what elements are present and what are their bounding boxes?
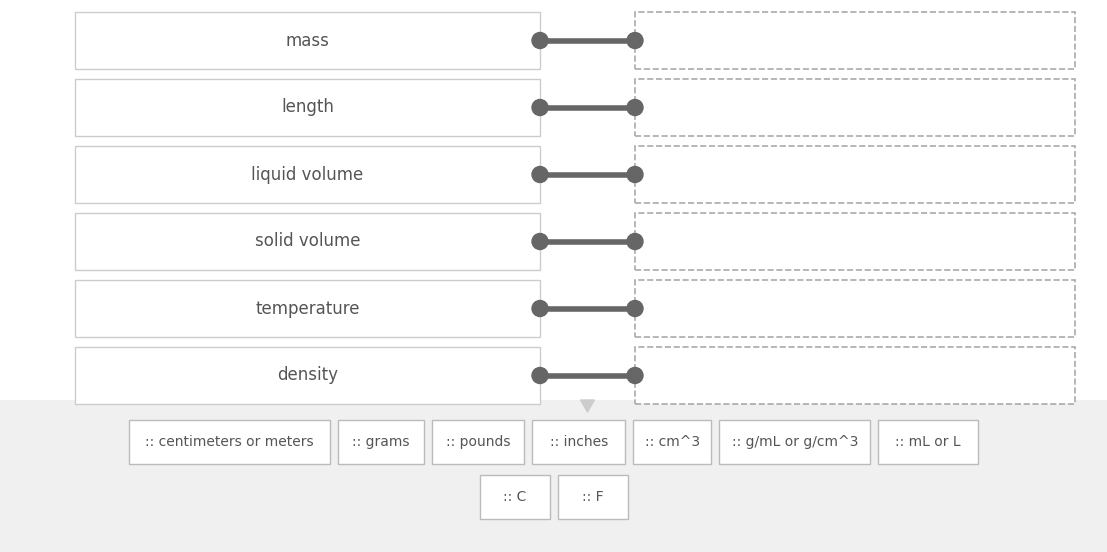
Bar: [75, 12, 540, 69]
Bar: [878, 420, 977, 464]
Text: :: C: :: C: [503, 490, 526, 504]
Bar: [75, 79, 540, 136]
Bar: [635, 146, 1075, 203]
Text: mass: mass: [286, 31, 330, 50]
Bar: [338, 420, 424, 464]
Text: density: density: [277, 367, 338, 385]
Text: liquid volume: liquid volume: [251, 166, 363, 183]
Bar: [479, 475, 549, 519]
Text: length: length: [281, 98, 334, 116]
Text: temperature: temperature: [256, 300, 360, 317]
Text: :: mL or L: :: mL or L: [896, 435, 961, 449]
Bar: [432, 420, 525, 464]
Text: :: centimeters or meters: :: centimeters or meters: [145, 435, 313, 449]
Text: :: grams: :: grams: [352, 435, 410, 449]
Polygon shape: [580, 400, 594, 412]
Text: :: inches: :: inches: [549, 435, 608, 449]
Circle shape: [627, 33, 643, 49]
Circle shape: [532, 300, 548, 316]
Bar: [0, 0, 1107, 400]
Circle shape: [627, 233, 643, 250]
Bar: [75, 347, 540, 404]
Bar: [130, 420, 330, 464]
Bar: [635, 280, 1075, 337]
Text: :: g/mL or g/cm^3: :: g/mL or g/cm^3: [732, 435, 858, 449]
Circle shape: [627, 99, 643, 115]
Circle shape: [627, 300, 643, 316]
Bar: [532, 420, 625, 464]
Text: :: cm^3: :: cm^3: [644, 435, 700, 449]
Bar: [75, 213, 540, 270]
Bar: [635, 12, 1075, 69]
Circle shape: [532, 233, 548, 250]
Bar: [635, 347, 1075, 404]
Circle shape: [532, 33, 548, 49]
Bar: [635, 213, 1075, 270]
Circle shape: [627, 368, 643, 384]
Circle shape: [532, 167, 548, 183]
Bar: [75, 280, 540, 337]
Bar: [635, 79, 1075, 136]
Bar: [558, 475, 628, 519]
Bar: [720, 420, 870, 464]
Circle shape: [532, 368, 548, 384]
Bar: [75, 146, 540, 203]
Text: :: F: :: F: [581, 490, 603, 504]
Circle shape: [532, 99, 548, 115]
Text: :: pounds: :: pounds: [446, 435, 510, 449]
Circle shape: [627, 167, 643, 183]
Text: solid volume: solid volume: [255, 232, 360, 251]
Bar: [633, 420, 712, 464]
